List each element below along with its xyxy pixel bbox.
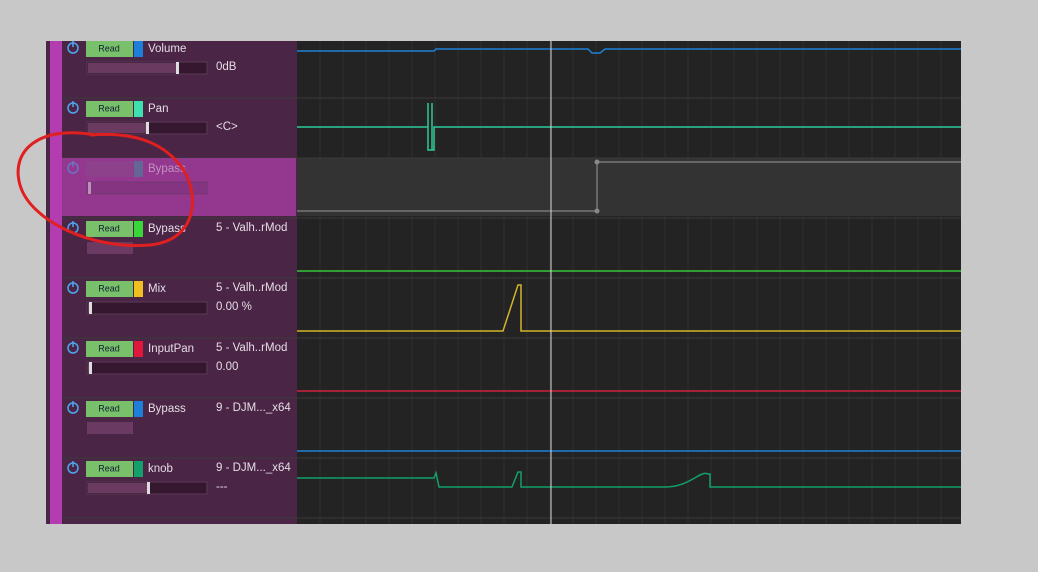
fader-fill — [88, 63, 176, 73]
lane-header: Read Volume 0dB — [67, 41, 237, 75]
lane-header: Read Pan <C> — [67, 101, 238, 135]
mode-label: Read — [98, 343, 120, 353]
color-swatch — [134, 461, 143, 477]
lane-value: 0dB — [216, 61, 237, 73]
lane-header: Read Bypass 9 - DJM..._x64 — [67, 401, 291, 434]
fader-fill — [88, 123, 146, 133]
mode-label: Read — [98, 43, 120, 53]
mode-label: Read — [98, 223, 120, 233]
lane-header: Read InputPan 5 - Valh..rMod 0.00 — [67, 341, 287, 375]
color-swatch — [134, 221, 143, 237]
lane-value: --- — [216, 481, 228, 493]
mode-button[interactable] — [86, 101, 133, 117]
mode-button[interactable] — [86, 401, 133, 417]
color-swatch — [134, 41, 143, 57]
lane-header: Bypass — [67, 161, 208, 195]
annotation-circle — [16, 131, 194, 248]
mode-button[interactable] — [86, 461, 133, 477]
selected-lane — [297, 158, 961, 216]
lane-name: Bypass — [148, 163, 186, 175]
lane-name: Bypass — [148, 403, 186, 415]
rows: Read Volume 0dB Read Pan <C> Bypass Read Bypass 5… — [62, 41, 961, 519]
color-swatch — [134, 101, 143, 117]
fader[interactable] — [86, 301, 208, 315]
fader[interactable] — [86, 361, 208, 375]
lane-source: 5 - Valh..rMod — [216, 342, 287, 354]
lane-value: 0.00 — [216, 361, 238, 373]
mode-button[interactable] — [86, 161, 133, 177]
fader-knob — [89, 362, 92, 374]
mode-label: Read — [98, 103, 120, 113]
fader-knob — [89, 302, 92, 314]
mode-label: Read — [98, 463, 120, 473]
lane-name: InputPan — [148, 343, 194, 355]
lane-value: 0.00 % — [216, 301, 252, 313]
fader-fill — [88, 303, 89, 313]
lane-header: Read knob 9 - DJM..._x64 --- — [67, 461, 291, 495]
color-swatch — [134, 281, 143, 297]
fader-fill — [88, 483, 147, 493]
lane-name: Volume — [148, 43, 186, 55]
lane-header: Read Mix 5 - Valh..rMod 0.00 % — [67, 281, 287, 315]
lane-value: <C> — [216, 121, 238, 133]
lane-source: 5 - Valh..rMod — [216, 282, 287, 294]
fader-fill — [88, 363, 89, 373]
lane-name: knob — [148, 463, 173, 475]
lane-source: 5 - Valh..rMod — [216, 222, 287, 234]
fader-knob — [88, 182, 91, 194]
mode-button[interactable] — [86, 221, 133, 237]
lane-source: 9 - DJM..._x64 — [216, 462, 291, 474]
fader[interactable] — [87, 422, 133, 434]
mode-label: Read — [98, 283, 120, 293]
lane-name: Mix — [148, 283, 166, 295]
color-swatch — [134, 341, 143, 357]
mode-button[interactable] — [86, 281, 133, 297]
mode-button[interactable] — [86, 41, 133, 57]
fader[interactable] — [86, 181, 208, 195]
automation — [297, 48, 961, 488]
lane-source: 9 - DJM..._x64 — [216, 402, 291, 414]
color-swatch — [134, 401, 143, 417]
lane-name: Bypass — [148, 223, 186, 235]
fader-knob — [147, 482, 150, 494]
color-swatch — [134, 161, 143, 177]
lane-header: Read Bypass 5 - Valh..rMod — [67, 221, 287, 254]
mode-button[interactable] — [86, 341, 133, 357]
fader-knob — [176, 62, 179, 74]
fader-knob — [146, 122, 149, 134]
grid — [319, 41, 942, 524]
lane-name: Pan — [148, 103, 168, 115]
mode-label: Read — [98, 403, 120, 413]
track-strip — [50, 41, 62, 524]
